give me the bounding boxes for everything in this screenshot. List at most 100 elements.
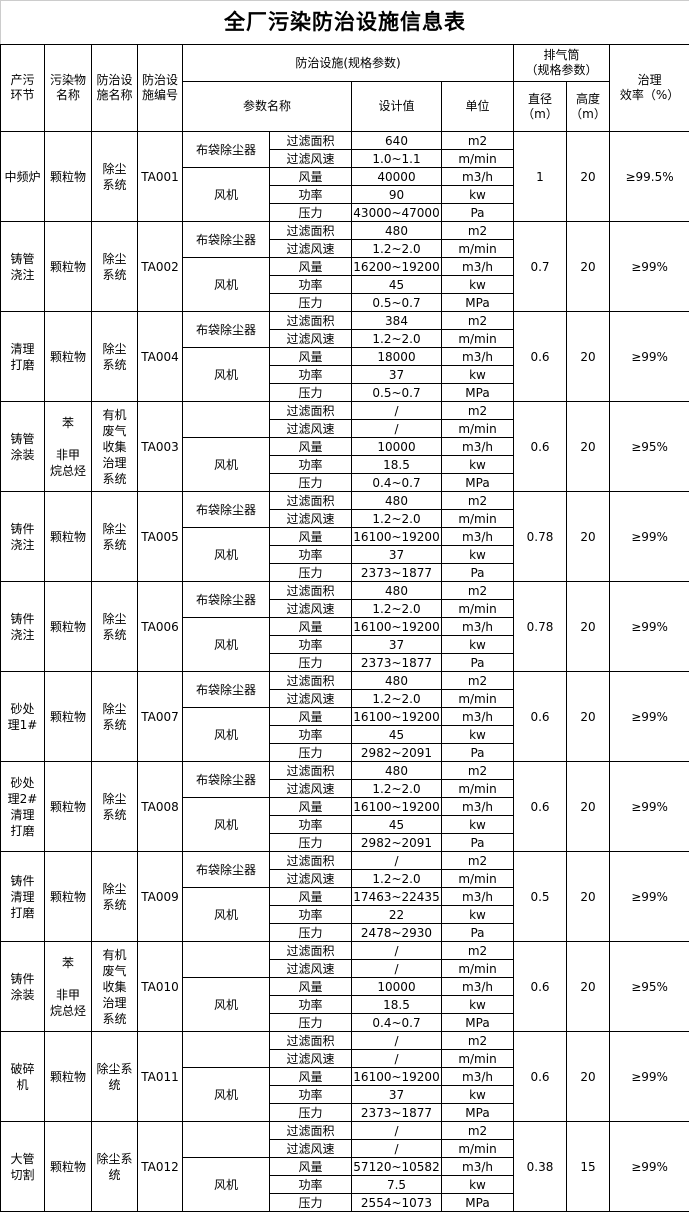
pollutant-cell: 颗粒物 <box>44 1031 92 1122</box>
param-name-cell: 过滤风速 <box>269 599 352 618</box>
table-row: 压力 2554~1073 MPa <box>1 1193 689 1212</box>
diameter-cell: 0.6 <box>513 1031 567 1122</box>
facility-code-cell: TA006 <box>137 581 183 672</box>
design-value-cell: 1.0~1.1 <box>351 149 442 168</box>
unit-cell: m/min <box>441 959 514 978</box>
design-value-cell: 480 <box>351 761 442 780</box>
unit-cell: Pa <box>441 203 514 222</box>
design-value-cell: 18000 <box>351 347 442 366</box>
design-value-cell: 10000 <box>351 977 442 996</box>
design-value-cell: 10000 <box>351 437 442 456</box>
design-value-cell: 57120~10582 <box>351 1157 442 1176</box>
param-name-cell: 风量 <box>269 977 352 996</box>
design-value-cell: 384 <box>351 311 442 330</box>
height-cell: 20 <box>566 581 610 672</box>
efficiency-cell: ≥99% <box>608 221 689 312</box>
param-name-cell: 功率 <box>269 815 352 834</box>
unit-cell: kw <box>441 995 514 1014</box>
table-row: 压力 0.4~0.7 MPa <box>1 1013 689 1032</box>
facility-code-cell: TA009 <box>137 851 183 942</box>
param-name-cell: 过滤风速 <box>269 689 352 708</box>
param-name-cell: 过滤面积 <box>269 581 352 600</box>
facility-name-cell: 除尘 系统 <box>91 671 138 762</box>
facility-name-cell: 有机 废气 收集 治理 系统 <box>91 941 138 1032</box>
design-value-cell: 18.5 <box>351 995 442 1014</box>
param-name-cell: 压力 <box>269 383 352 402</box>
header-stack: 排气筒 （规格参数） <box>513 44 610 82</box>
unit-cell: m/min <box>441 509 514 528</box>
unit-cell: MPa <box>441 473 514 492</box>
table-row: 压力 0.4~0.7 MPa <box>1 473 689 492</box>
header-facility-name: 防治设 施名称 <box>91 44 138 132</box>
stage-cell: 砂处 理1# <box>0 671 45 762</box>
unit-cell: m2 <box>441 581 514 600</box>
table-row: 破碎 机颗粒物 除尘系 统 TA011 过滤面积 / m2 0.6 20 ≥99% <box>0 1031 689 1122</box>
facility-name-cell: 除尘 系统 <box>91 761 138 852</box>
design-value-cell: 7.5 <box>351 1175 442 1194</box>
table-row: 功率 45 kw <box>1 725 689 744</box>
table-row: 压力 0.5~0.7 MPa <box>1 293 689 312</box>
table-row: 铸件 清理 打磨 颗粒物 除尘 系统 TA009 布袋除尘器 过滤面积 / m2 0.5 20 ≥9… <box>0 851 689 942</box>
efficiency-cell: ≥99% <box>608 1031 689 1122</box>
param-name-cell: 压力 <box>269 653 352 672</box>
design-value-cell: 480 <box>351 491 442 510</box>
param-name-cell: 风量 <box>269 1067 352 1086</box>
unit-cell: MPa <box>441 1103 514 1122</box>
design-value-cell: 0.5~0.7 <box>351 293 442 312</box>
param-name-cell: 功率 <box>269 905 352 924</box>
design-value-cell: 480 <box>351 221 442 240</box>
pollutant-cell: 颗粒物 <box>44 1121 92 1212</box>
facility-code-cell: TA008 <box>137 761 183 852</box>
design-value-cell: / <box>351 419 442 438</box>
unit-cell: m3/h <box>441 617 514 636</box>
design-value-cell: 640 <box>351 131 442 150</box>
device-cell: 布袋除尘器 <box>182 131 270 168</box>
param-name-cell: 过滤风速 <box>269 419 352 438</box>
efficiency-cell: ≥95% <box>608 401 689 492</box>
device-cell: 风机 <box>182 977 270 1032</box>
table-row: 压力 2982~2091 Pa <box>1 833 689 852</box>
efficiency-cell: ≥99% <box>608 491 689 582</box>
header-stage: 产污 环节 <box>0 44 45 132</box>
design-value-cell: 45 <box>351 815 442 834</box>
stage-cell: 铸件 清理 打磨 <box>0 851 45 942</box>
param-name-cell: 风量 <box>269 257 352 276</box>
diameter-cell: 0.6 <box>513 941 567 1032</box>
unit-cell: m3/h <box>441 887 514 906</box>
unit-cell: m2 <box>441 761 514 780</box>
pollutant-cell: 颗粒物 <box>44 581 92 672</box>
facility-name-cell: 除尘 系统 <box>91 311 138 402</box>
height-cell: 20 <box>566 221 610 312</box>
facility-code-cell: TA007 <box>137 671 183 762</box>
unit-cell: m2 <box>441 671 514 690</box>
height-cell: 20 <box>566 851 610 942</box>
table-title: 全厂污染防治设施信息表 <box>0 0 689 45</box>
table-row: 风机 风量 16100~19200 m3/h <box>1 797 689 852</box>
design-value-cell: 37 <box>351 635 442 654</box>
param-name-cell: 风量 <box>269 527 352 546</box>
header-param-name: 参数名称 <box>182 81 352 132</box>
design-value-cell: / <box>351 851 442 870</box>
design-value-cell: 2478~2930 <box>351 923 442 942</box>
stage-cell: 中频炉 <box>0 131 45 222</box>
diameter-cell: 0.78 <box>513 491 567 582</box>
design-value-cell: / <box>351 1139 442 1158</box>
efficiency-cell: ≥99% <box>608 671 689 762</box>
device-cell: 风机 <box>182 1157 270 1212</box>
efficiency-cell: ≥99.5% <box>608 131 689 222</box>
unit-cell: m3/h <box>441 527 514 546</box>
facility-name-cell: 除尘 系统 <box>91 581 138 672</box>
table-row: 功率 37 kw <box>1 1085 689 1104</box>
design-value-cell: 43000~47000 <box>351 203 442 222</box>
unit-cell: m3/h <box>441 1067 514 1086</box>
stage-cell: 铸件 浇注 <box>0 581 45 672</box>
pollutant-cell: 苯 非甲 烷总烃 <box>44 941 92 1032</box>
facility-code-cell: TA002 <box>137 221 183 312</box>
unit-cell: MPa <box>441 293 514 312</box>
design-value-cell: 2554~1073 <box>351 1193 442 1212</box>
unit-cell: kw <box>441 455 514 474</box>
unit-cell: m3/h <box>441 977 514 996</box>
design-value-cell: / <box>351 1031 442 1050</box>
design-value-cell: 22 <box>351 905 442 924</box>
table-row: 功率 37 kw <box>1 545 689 564</box>
